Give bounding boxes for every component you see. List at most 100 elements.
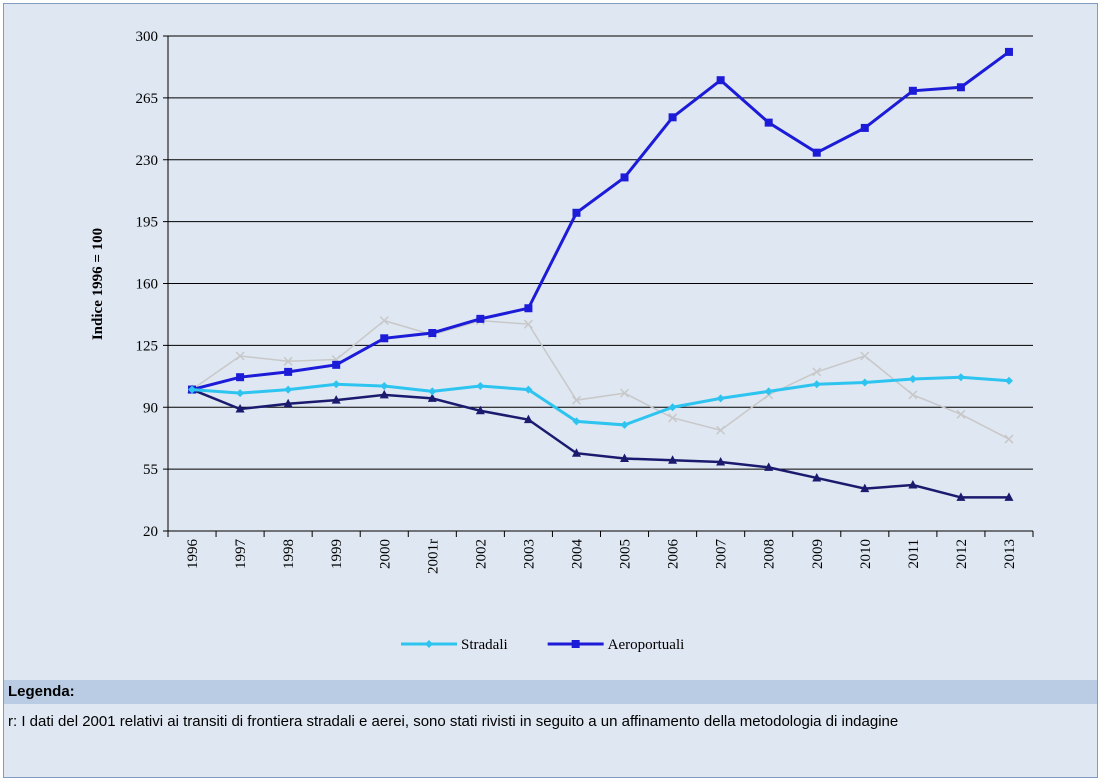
- x-tick-label: 2001r: [425, 539, 441, 574]
- data-point: [523, 319, 533, 329]
- data-point: [619, 388, 630, 398]
- data-point: [476, 314, 485, 323]
- x-tick-label: 2003: [521, 539, 537, 569]
- data-point: [427, 393, 437, 402]
- data-point: [716, 76, 725, 85]
- y-tick-label: 195: [136, 215, 159, 231]
- data-point: [380, 334, 389, 343]
- data-point: [284, 385, 293, 394]
- data-point: [620, 173, 629, 182]
- chart: Indice 1996 = 100 20 55 90 125 160 195 230 265 3…: [90, 29, 1034, 653]
- data-point: [764, 462, 774, 471]
- data-point: [1004, 492, 1014, 501]
- data-point: [332, 380, 341, 389]
- data-point: [236, 389, 245, 398]
- data-point: [620, 453, 630, 463]
- x-tick-label: 2013: [1002, 539, 1018, 569]
- x-tick-label: 2006: [666, 539, 682, 570]
- y-tick-label: 160: [136, 277, 159, 293]
- data-point: [908, 480, 918, 489]
- data-point: [908, 86, 917, 95]
- x-tick-label: 2000: [377, 539, 393, 569]
- x-tick-label: 1998: [281, 539, 297, 569]
- y-tick-label: 55: [143, 462, 158, 478]
- data-point: [956, 83, 965, 92]
- x-tick-label: 1996: [185, 539, 201, 570]
- data-point: [380, 382, 389, 391]
- data-point: [764, 387, 773, 396]
- notes-heading: Legenda:: [4, 680, 1097, 704]
- y-tick-label: 90: [143, 400, 158, 416]
- data-point: [475, 405, 485, 415]
- data-point: [716, 457, 726, 466]
- x-tick-label: 2008: [762, 539, 778, 569]
- x-tick-label: 2007: [714, 539, 730, 570]
- data-point: [476, 382, 485, 391]
- x-tick-label: 2004: [569, 539, 585, 570]
- x-tick-label: 2002: [473, 539, 489, 569]
- data-point: [571, 448, 581, 457]
- y-tick-label: 300: [136, 29, 159, 45]
- x-tick-label: 2011: [906, 539, 922, 568]
- data-point: [668, 403, 677, 412]
- data-point: [668, 455, 678, 464]
- data-point: [331, 395, 341, 404]
- y-axis-label: Indice 1996 = 100: [90, 228, 106, 340]
- data-point: [523, 414, 533, 424]
- data-point: [668, 113, 677, 122]
- data-point: [332, 360, 341, 369]
- x-tick-label: 1999: [329, 539, 345, 569]
- notes-text: r: I dati del 2001 relativi ai transiti …: [8, 713, 899, 730]
- data-point: [860, 351, 870, 361]
- series-line: [191, 375, 1010, 427]
- x-tick-label: 1997: [233, 539, 249, 570]
- y-tick-label: 20: [143, 524, 158, 540]
- data-point: [283, 356, 293, 366]
- legend-label: Stradali: [461, 637, 508, 653]
- series-line: [191, 50, 1010, 392]
- data-point: [188, 385, 197, 394]
- data-point: [812, 367, 822, 377]
- data-point: [236, 373, 245, 382]
- y-tick-label: 125: [136, 338, 159, 354]
- data-point: [860, 378, 869, 387]
- data-point: [572, 208, 581, 217]
- data-point: [620, 420, 629, 429]
- data-point: [860, 483, 870, 493]
- data-point: [379, 316, 389, 326]
- data-point: [716, 425, 726, 435]
- data-point: [1004, 47, 1013, 56]
- data-point: [956, 409, 966, 419]
- x-tick-label: 2010: [858, 539, 874, 569]
- data-point: [908, 390, 918, 400]
- data-point: [908, 374, 917, 383]
- data-point: [1004, 376, 1013, 385]
- data-point: [284, 367, 293, 376]
- x-tick-label: 2005: [618, 539, 634, 569]
- data-point: [860, 123, 869, 132]
- data-point: [428, 387, 437, 396]
- data-point: [812, 472, 822, 482]
- data-point: [428, 329, 437, 337]
- data-point: [283, 398, 293, 408]
- series-line: [191, 319, 1010, 440]
- x-tick-label: 2009: [810, 539, 826, 569]
- y-tick-label: 265: [136, 91, 159, 107]
- y-tick-label: 230: [136, 153, 159, 169]
- data-point: [571, 395, 582, 405]
- legend-label: Aeroportuali: [608, 637, 685, 653]
- data-point: [572, 417, 581, 426]
- data-point: [379, 389, 389, 399]
- data-point: [524, 304, 533, 313]
- data-point: [235, 404, 245, 413]
- data-point: [235, 351, 245, 361]
- data-point: [956, 373, 965, 382]
- x-tick-label: 2012: [954, 539, 970, 569]
- data-point: [1004, 434, 1014, 444]
- data-point: [956, 492, 966, 501]
- data-point: [668, 413, 678, 423]
- series-line: [191, 388, 1009, 499]
- data-point: [764, 118, 773, 127]
- legend-marker: [571, 640, 580, 648]
- data-point: [524, 385, 533, 394]
